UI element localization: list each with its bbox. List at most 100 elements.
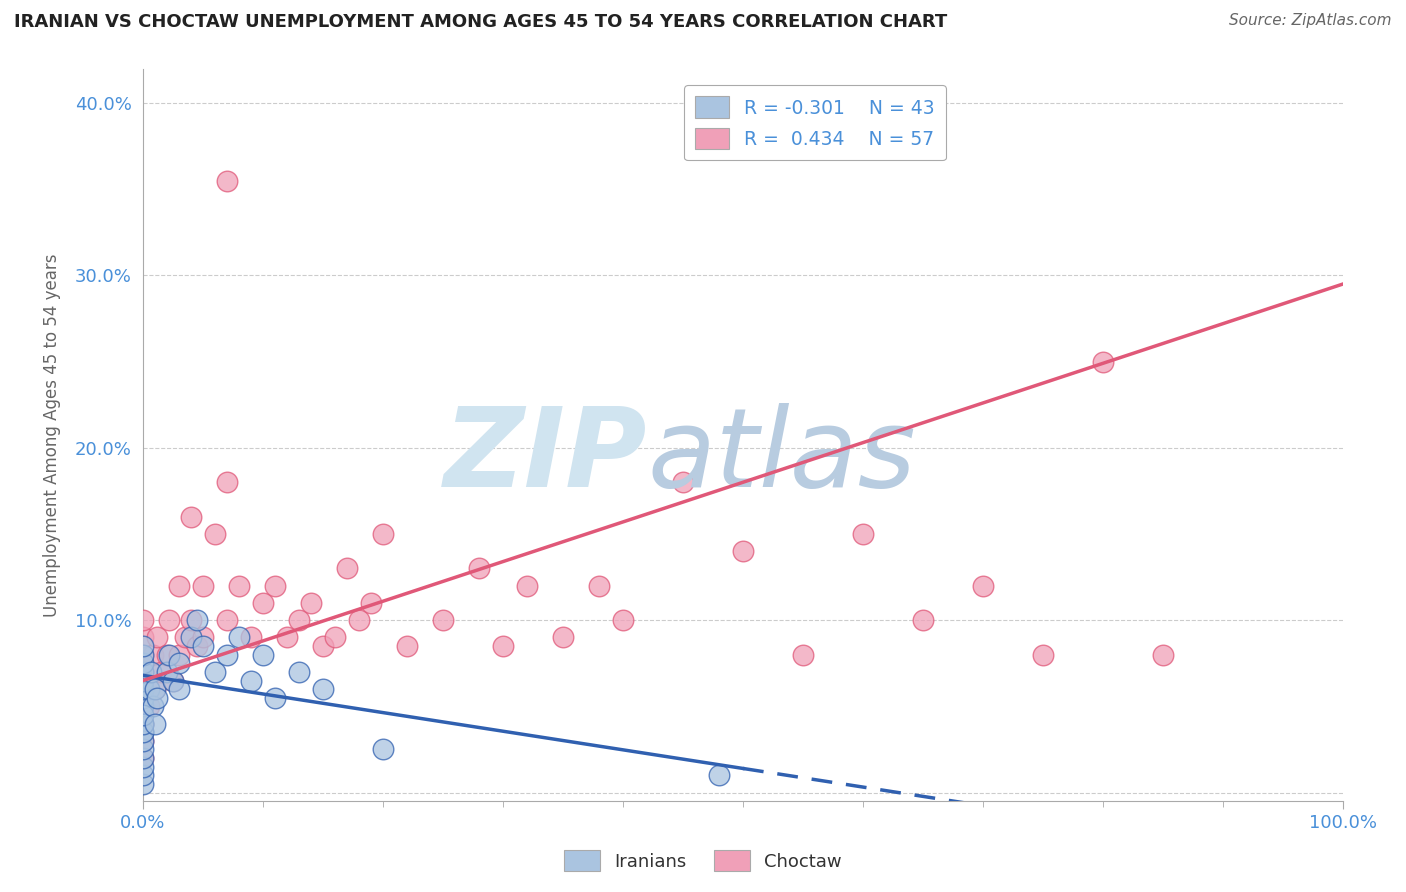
Point — [240, 673, 263, 688]
Text: ZIP: ZIP — [443, 403, 647, 510]
Point — [1032, 648, 1054, 662]
Legend: Iranians, Choctaw: Iranians, Choctaw — [557, 843, 849, 879]
Point — [132, 648, 155, 662]
Point — [132, 682, 155, 697]
Point — [276, 631, 298, 645]
Point — [323, 631, 346, 645]
Point — [336, 561, 359, 575]
Point — [468, 561, 491, 575]
Point — [162, 673, 184, 688]
Point — [186, 613, 208, 627]
Point — [132, 716, 155, 731]
Point — [157, 613, 180, 627]
Point — [132, 657, 155, 671]
Point — [252, 596, 274, 610]
Text: IRANIAN VS CHOCTAW UNEMPLOYMENT AMONG AGES 45 TO 54 YEARS CORRELATION CHART: IRANIAN VS CHOCTAW UNEMPLOYMENT AMONG AG… — [14, 13, 948, 31]
Point — [167, 579, 190, 593]
Point — [138, 699, 160, 714]
Point — [132, 648, 155, 662]
Point — [142, 699, 165, 714]
Point — [395, 639, 418, 653]
Point — [215, 475, 238, 490]
Point — [228, 579, 250, 593]
Point — [371, 742, 394, 756]
Text: Source: ZipAtlas.com: Source: ZipAtlas.com — [1229, 13, 1392, 29]
Point — [132, 725, 155, 739]
Point — [167, 657, 190, 671]
Point — [731, 544, 754, 558]
Point — [132, 613, 155, 627]
Point — [146, 690, 169, 705]
Point — [132, 760, 155, 774]
Point — [228, 631, 250, 645]
Point — [132, 639, 155, 653]
Point — [215, 613, 238, 627]
Point — [132, 734, 155, 748]
Legend: R = -0.301    N = 43, R =  0.434    N = 57: R = -0.301 N = 43, R = 0.434 N = 57 — [685, 86, 946, 161]
Point — [146, 631, 169, 645]
Point — [972, 579, 994, 593]
Point — [707, 768, 730, 782]
Point — [180, 631, 202, 645]
Point — [132, 734, 155, 748]
Point — [347, 613, 370, 627]
Point — [312, 639, 335, 653]
Point — [132, 631, 155, 645]
Point — [132, 665, 155, 679]
Point — [240, 631, 263, 645]
Point — [264, 579, 287, 593]
Point — [288, 665, 311, 679]
Text: atlas: atlas — [647, 403, 915, 510]
Point — [288, 613, 311, 627]
Point — [132, 708, 155, 723]
Point — [132, 673, 155, 688]
Point — [180, 613, 202, 627]
Point — [132, 682, 155, 697]
Point — [132, 742, 155, 756]
Point — [852, 527, 875, 541]
Point — [143, 682, 166, 697]
Point — [264, 690, 287, 705]
Point — [792, 648, 814, 662]
Point — [174, 631, 197, 645]
Point — [143, 682, 166, 697]
Point — [132, 699, 155, 714]
Point — [672, 475, 695, 490]
Point — [132, 768, 155, 782]
Point — [132, 716, 155, 731]
Point — [157, 648, 180, 662]
Point — [360, 596, 382, 610]
Point — [252, 648, 274, 662]
Point — [1091, 354, 1114, 368]
Point — [132, 777, 155, 791]
Point — [150, 665, 173, 679]
Point — [204, 527, 226, 541]
Point — [156, 665, 179, 679]
Point — [132, 690, 155, 705]
Point — [191, 579, 214, 593]
Point — [143, 716, 166, 731]
Point — [588, 579, 610, 593]
Point — [180, 509, 202, 524]
Point — [612, 613, 634, 627]
Point — [1152, 648, 1174, 662]
Point — [132, 725, 155, 739]
Point — [138, 682, 160, 697]
Point — [167, 682, 190, 697]
Point — [299, 596, 322, 610]
Point — [204, 665, 226, 679]
Point — [516, 579, 538, 593]
Point — [432, 613, 454, 627]
Point — [186, 639, 208, 653]
Point — [551, 631, 574, 645]
Point — [191, 639, 214, 653]
Point — [312, 682, 335, 697]
Point — [132, 716, 155, 731]
Point — [167, 648, 190, 662]
Point — [191, 631, 214, 645]
Point — [132, 751, 155, 765]
Point — [492, 639, 515, 653]
Point — [142, 648, 165, 662]
Point — [371, 527, 394, 541]
Point — [215, 173, 238, 187]
